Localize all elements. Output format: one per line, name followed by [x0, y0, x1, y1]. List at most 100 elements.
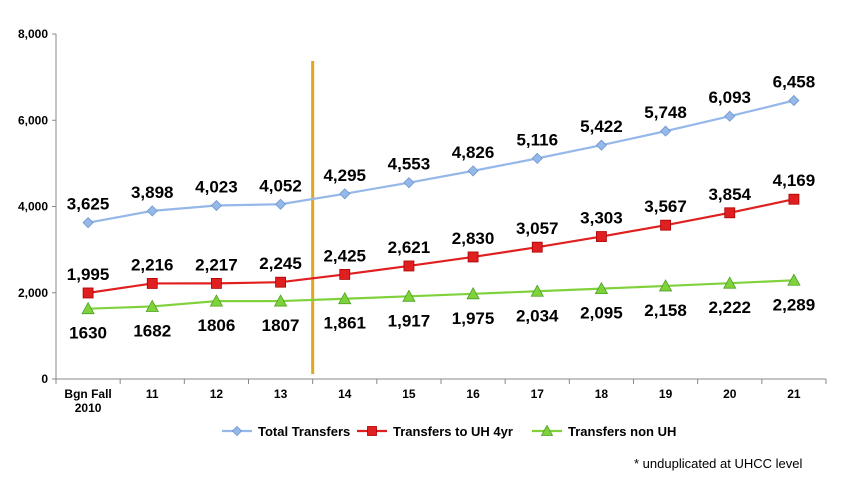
- data-label: 2,222: [708, 298, 751, 317]
- data-point: [723, 276, 737, 289]
- data-point: [594, 281, 609, 295]
- data-point: [467, 251, 479, 263]
- data-point: [145, 299, 159, 312]
- data-point: [367, 426, 377, 436]
- data-point: [660, 219, 671, 231]
- x-tick-label: Bgn Fall: [64, 387, 111, 401]
- data-point: [339, 188, 351, 200]
- data-label: 3,567: [644, 197, 687, 216]
- data-point: [724, 207, 736, 219]
- data-point: [724, 110, 736, 122]
- series-group: [81, 94, 801, 315]
- data-label: 1,861: [323, 314, 366, 333]
- data-label: 4,553: [388, 155, 431, 174]
- series-line-1: [87, 198, 795, 295]
- y-tick-label: 0: [41, 372, 48, 386]
- y-tick-label: 6,000: [18, 113, 48, 127]
- x-tick-label: 19: [659, 387, 673, 401]
- data-label: 1807: [262, 316, 300, 335]
- y-tick-label: 2,000: [18, 286, 48, 300]
- data-label: 3,625: [67, 195, 110, 214]
- data-label: 3,854: [708, 185, 751, 204]
- data-label: 1,995: [67, 265, 110, 284]
- data-point: [210, 199, 222, 212]
- legend-label: Transfers to UH 4yr: [393, 424, 513, 439]
- data-label: 1630: [69, 324, 107, 343]
- data-point: [231, 425, 243, 437]
- data-point: [146, 278, 158, 289]
- data-point: [82, 287, 94, 299]
- y-tick-label: 8,000: [18, 27, 48, 41]
- data-point: [788, 94, 800, 107]
- data-label: 5,748: [644, 103, 687, 122]
- data-label: 4,023: [195, 178, 238, 197]
- data-label: 3,057: [516, 219, 559, 238]
- data-label: 5,116: [516, 130, 558, 149]
- x-tick-label: 20: [723, 387, 737, 401]
- data-label: 6,093: [708, 88, 751, 107]
- data-point: [660, 125, 672, 137]
- data-label: 2,621: [388, 238, 431, 257]
- data-label: 5,422: [580, 117, 623, 136]
- legend: Total Transfers Transfers to UH 4yr Transf…: [222, 424, 676, 439]
- data-label: 2,158: [644, 301, 687, 320]
- data-point: [403, 260, 415, 272]
- data-label: 2,216: [131, 255, 174, 274]
- series-line-0: [87, 99, 795, 224]
- data-label: 1682: [133, 321, 171, 340]
- data-point: [338, 291, 352, 305]
- data-point: [788, 193, 800, 205]
- y-axis-ticks: 0 2,000 4,000 6,000 8,000: [18, 27, 56, 386]
- data-point: [82, 217, 94, 229]
- data-point: [540, 424, 554, 436]
- data-label: 2,425: [323, 246, 366, 265]
- data-label: 3,303: [580, 209, 623, 228]
- footnote: * unduplicated at UHCC level: [634, 456, 802, 471]
- data-point: [81, 301, 95, 315]
- x-tick-label: 16: [466, 387, 480, 401]
- data-label: 4,295: [323, 166, 366, 185]
- data-label: 4,052: [259, 176, 302, 195]
- data-point: [658, 279, 673, 292]
- data-label: 2,289: [773, 295, 816, 314]
- series-line-2: [88, 279, 794, 310]
- data-point: [275, 276, 286, 288]
- x-tick-label: 2010: [75, 401, 102, 415]
- x-tick-label: 13: [274, 387, 288, 401]
- chart-axes: [55, 34, 826, 380]
- data-point: [466, 286, 480, 300]
- data-label: 2,217: [195, 255, 238, 274]
- data-label: 3,898: [131, 183, 174, 202]
- x-tick-label: 15: [402, 387, 416, 401]
- data-point: [403, 177, 415, 189]
- x-tick-label: 17: [531, 387, 545, 401]
- data-point: [596, 231, 607, 242]
- data-point: [402, 289, 416, 302]
- data-point: [146, 205, 158, 217]
- data-label: 6,458: [773, 72, 816, 91]
- data-point: [530, 284, 544, 297]
- x-tick-label: 18: [595, 387, 609, 401]
- data-point: [531, 241, 543, 253]
- x-tick-label: 11: [146, 387, 159, 401]
- data-point: [209, 294, 224, 307]
- data-labels-group: 3,625 3,898 4,023 4,052 4,295 4,553 4,826 5,116…: [67, 72, 815, 342]
- data-label: 2,830: [452, 229, 495, 248]
- data-label: 4,826: [452, 143, 495, 162]
- data-point: [595, 139, 607, 151]
- data-point: [339, 269, 351, 280]
- data-point: [275, 198, 287, 210]
- x-tick-label: 14: [338, 387, 352, 401]
- data-point: [467, 165, 479, 177]
- data-point: [531, 152, 543, 164]
- x-tick-label: 12: [210, 387, 224, 401]
- legend-label: Transfers non UH: [568, 424, 676, 439]
- data-label: 1,975: [452, 309, 495, 328]
- data-label: 4,169: [773, 171, 816, 190]
- data-point: [273, 294, 288, 307]
- data-point: [211, 277, 222, 289]
- data-label: 2,034: [516, 306, 559, 325]
- data-point: [787, 273, 801, 286]
